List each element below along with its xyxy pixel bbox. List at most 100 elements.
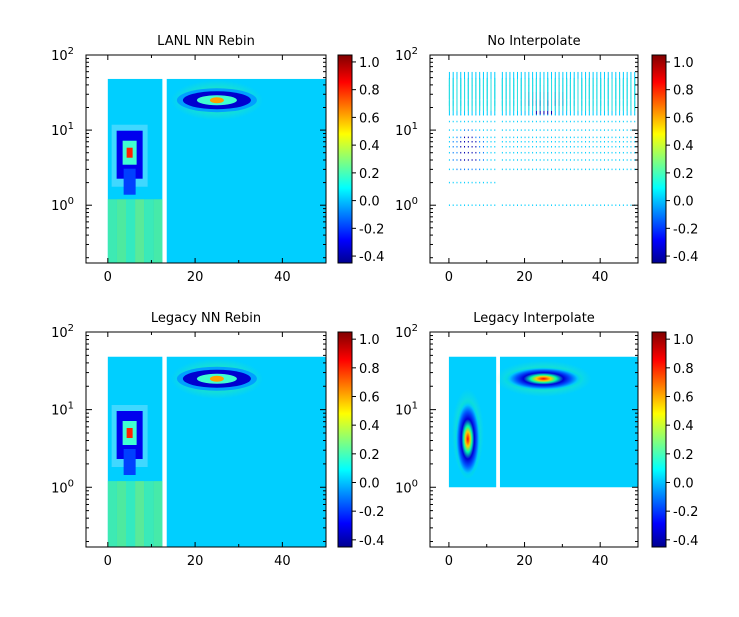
sample-point [619,146,621,148]
sample-point [456,120,458,123]
sample-point [592,136,594,139]
sample-point [535,136,537,139]
sample-point [532,114,534,116]
sample-point [486,151,488,154]
x-tick-label: 40 [274,270,291,285]
sample-point [516,129,518,131]
sample-point [577,120,579,123]
blob-peak [209,97,224,104]
sample-point [516,136,518,139]
sample-point [479,114,481,116]
colorbar-tick-label: 0.4 [359,139,380,154]
sample-point [471,140,473,143]
x-tick-label: 0 [104,270,112,285]
sample-point [479,129,481,131]
sample-point [509,114,511,116]
sample-point [448,159,450,161]
sample-point [588,159,590,161]
sample-point [467,120,469,123]
sample-point [569,136,571,139]
sample-point [581,151,583,154]
sample-point [448,151,450,154]
sample-point [471,168,473,171]
sample-point [596,146,598,148]
sample-point [562,120,564,123]
sample-column [543,78,545,111]
sample-point [456,146,458,148]
sample-point [547,129,549,131]
sample-point [501,146,503,148]
sample-point [626,140,628,143]
sample-point [551,136,553,139]
sample-point [528,168,530,171]
sample-point [547,136,549,139]
sample-point [630,146,632,148]
sample-point [554,129,556,131]
sample-point [596,136,598,139]
colorbar-tick-label: 0.8 [359,362,380,377]
sample-point [615,168,617,171]
y-tick-label: 101 [51,401,74,419]
lower-column [107,199,117,263]
sample-column [558,78,560,111]
sample-point [585,146,587,148]
sample-column [475,78,477,111]
sample-point [566,168,568,171]
sample-point [456,204,458,206]
sample-point [588,151,590,154]
sample-point [520,151,522,154]
lower-column [135,481,145,547]
sample-point [634,114,636,116]
sample-column [494,78,496,111]
sample-point [588,114,590,116]
sample-point [577,168,579,171]
sample-point [460,146,462,148]
sample-point [494,146,496,148]
colorbar-tick-label: 0.6 [673,391,694,406]
sample-point [524,159,526,161]
sample-point [626,129,628,131]
sample-point [467,159,469,161]
sample-point [494,168,496,171]
chart-title: Legacy NN Rebin [151,311,261,326]
sample-point [479,140,481,143]
sample-point [558,114,560,116]
sample-point [573,146,575,148]
sample-column [528,78,530,111]
sample-column [615,78,617,111]
y-tick-label: 101 [395,121,418,139]
sample-point [448,146,450,148]
sample-point [547,120,549,123]
sample-point [486,181,488,184]
lower-column [144,481,154,547]
sample-point [482,168,484,171]
sample-point [603,140,605,143]
sample-point [448,114,450,116]
sample-column [486,78,488,111]
sample-point [535,120,537,123]
sample-point [452,129,454,131]
sample-point [577,114,579,116]
sample-point [490,140,492,143]
sample-point [528,129,530,131]
x-tick-label: 40 [592,270,609,285]
sample-point [634,159,636,161]
sample-point [486,129,488,131]
sample-point [615,151,617,154]
sample-point [539,168,541,171]
sample-point [452,140,454,143]
colorbar-tick-label: 0.4 [673,139,694,154]
sample-point [456,181,458,184]
sample-point [528,140,530,143]
sample-point [551,168,553,171]
sample-point [532,140,534,143]
sample-column [577,78,579,111]
sample-point [460,140,462,143]
sample-point [513,136,515,139]
sample-point [532,136,534,139]
sample-point [509,140,511,143]
sample-point [566,120,568,123]
sample-point [588,120,590,123]
sample-point [600,159,602,161]
sample-point [482,151,484,154]
